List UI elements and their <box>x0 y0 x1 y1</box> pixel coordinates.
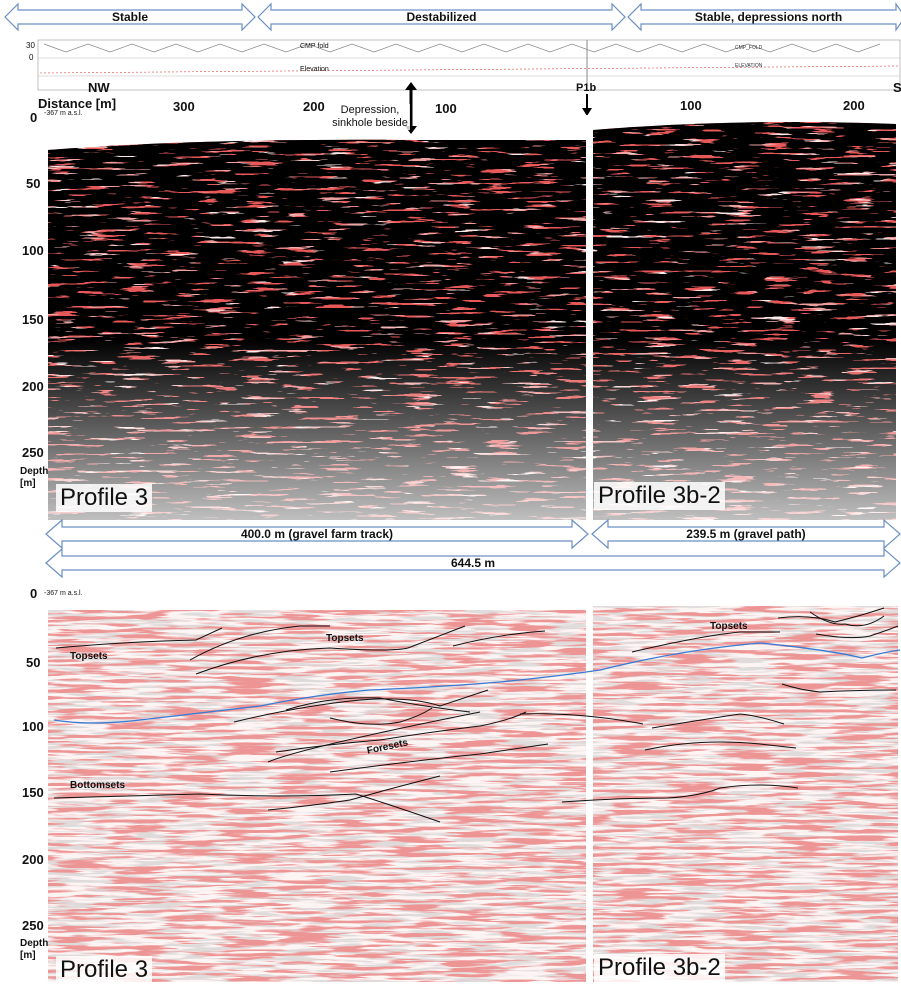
zone-label-destabilized: Destabilized <box>406 10 477 24</box>
horizon-blue <box>53 642 901 724</box>
profile-3-label-top: Profile 3 <box>56 484 153 512</box>
length-arrow-total <box>45 547 901 579</box>
zone-arrow-destabilized <box>257 2 626 32</box>
depth-bottom-250: 250 <box>22 918 44 933</box>
depth-bottom-50: 50 <box>26 655 41 670</box>
interp-topsets-left: Topsets <box>70 651 108 662</box>
depth-top-150: 150 <box>22 312 44 327</box>
distance-100: 100 <box>435 101 457 116</box>
horizon-black-lines <box>53 607 899 823</box>
p1b-label: P1b <box>576 82 597 94</box>
length-total-label: 644.5 m <box>450 556 496 570</box>
depth-bottom-100: 100 <box>22 719 44 734</box>
zone-label-stable: Stable <box>111 10 148 24</box>
length-left-label: 400.0 m (gravel farm track) <box>240 527 394 541</box>
profile-3b2-label-top: Profile 3b-2 <box>594 482 725 510</box>
elevation-label-right: ELEVATION <box>735 63 763 69</box>
zone-arrow-stable <box>4 2 256 32</box>
depth-top-100: 100 <box>22 243 44 258</box>
length-right-label: 239.5 m (gravel path) <box>686 527 806 541</box>
fold-tick-30: 30 <box>26 41 35 50</box>
masl-top: -367 m a.s.l. <box>44 110 83 117</box>
interp-topsets-right: Topsets <box>710 621 748 632</box>
distance-right-200: 200 <box>843 98 865 113</box>
distance-300: 300 <box>173 99 195 114</box>
cmp-fold-curve <box>43 43 881 53</box>
depth-top-200: 200 <box>22 379 44 394</box>
fold-tick-0: 0 <box>29 53 34 62</box>
interp-bottomsets: Bottomsets <box>70 780 126 791</box>
depth-top-0: 0 <box>30 110 38 125</box>
length-arrow-left <box>45 518 589 550</box>
distance-right-100: 100 <box>680 98 702 113</box>
elevation-curve <box>39 65 899 74</box>
cmp-fold-label-left: CMP fold <box>300 43 329 50</box>
cmp-fold-label-right: CMP_FOLD <box>735 45 763 51</box>
profile-3b2-label-bottom: Profile 3b-2 <box>594 954 725 982</box>
depth-top-50: 50 <box>26 176 41 191</box>
zone-label-stable-north: Stable, depressions north <box>694 10 843 24</box>
depression-note: Depression, sinkhole beside <box>330 104 410 130</box>
s-label: S <box>893 80 901 95</box>
depth-bottom-150: 150 <box>22 785 44 800</box>
distance-label: Distance [m] <box>38 96 117 111</box>
depth-label-top: Depth [m] <box>20 466 49 489</box>
depth-top-250: 250 <box>22 445 44 460</box>
depth-bottom-0: 0 <box>30 586 38 601</box>
depth-bottom-200: 200 <box>22 852 44 867</box>
interp-topsets-mid: Topsets <box>326 633 364 644</box>
masl-bottom: -367 m a.s.l. <box>44 590 83 597</box>
profile-3-label-bottom: Profile 3 <box>56 956 153 984</box>
zone-arrow-stable-north <box>627 2 901 32</box>
depth-label-bottom: Depth [m] <box>20 938 49 961</box>
length-arrow-right <box>591 518 901 550</box>
distance-200: 200 <box>303 99 325 114</box>
nw-label: NW <box>88 80 110 95</box>
elevation-label-left: Elevation <box>300 66 329 73</box>
